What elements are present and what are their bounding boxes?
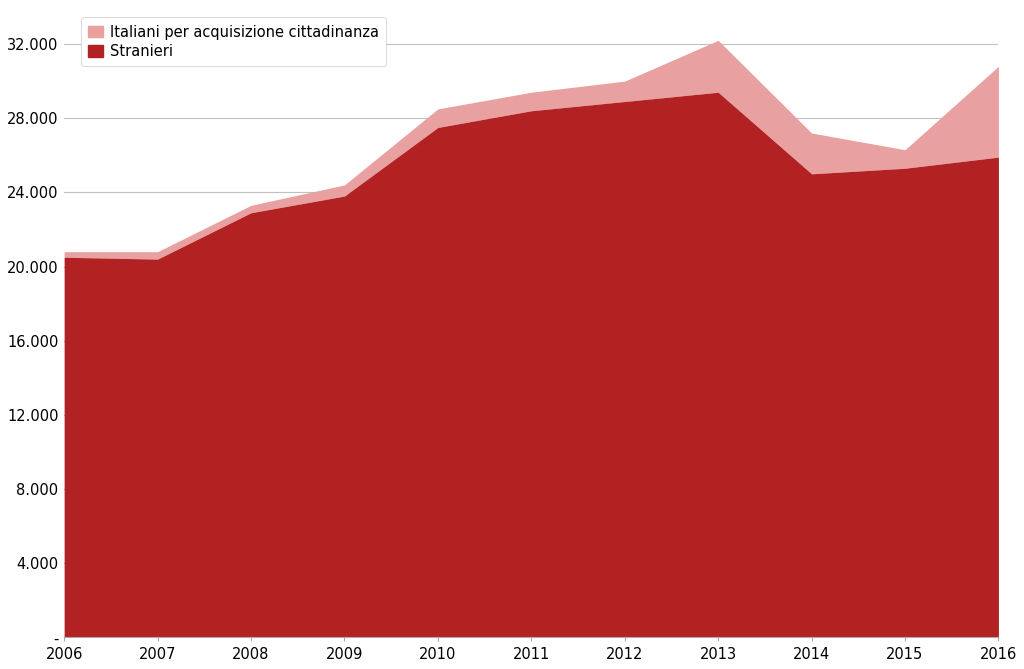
Legend: Italiani per acquisizione cittadinanza, Stranieri: Italiani per acquisizione cittadinanza, … xyxy=(81,17,386,66)
